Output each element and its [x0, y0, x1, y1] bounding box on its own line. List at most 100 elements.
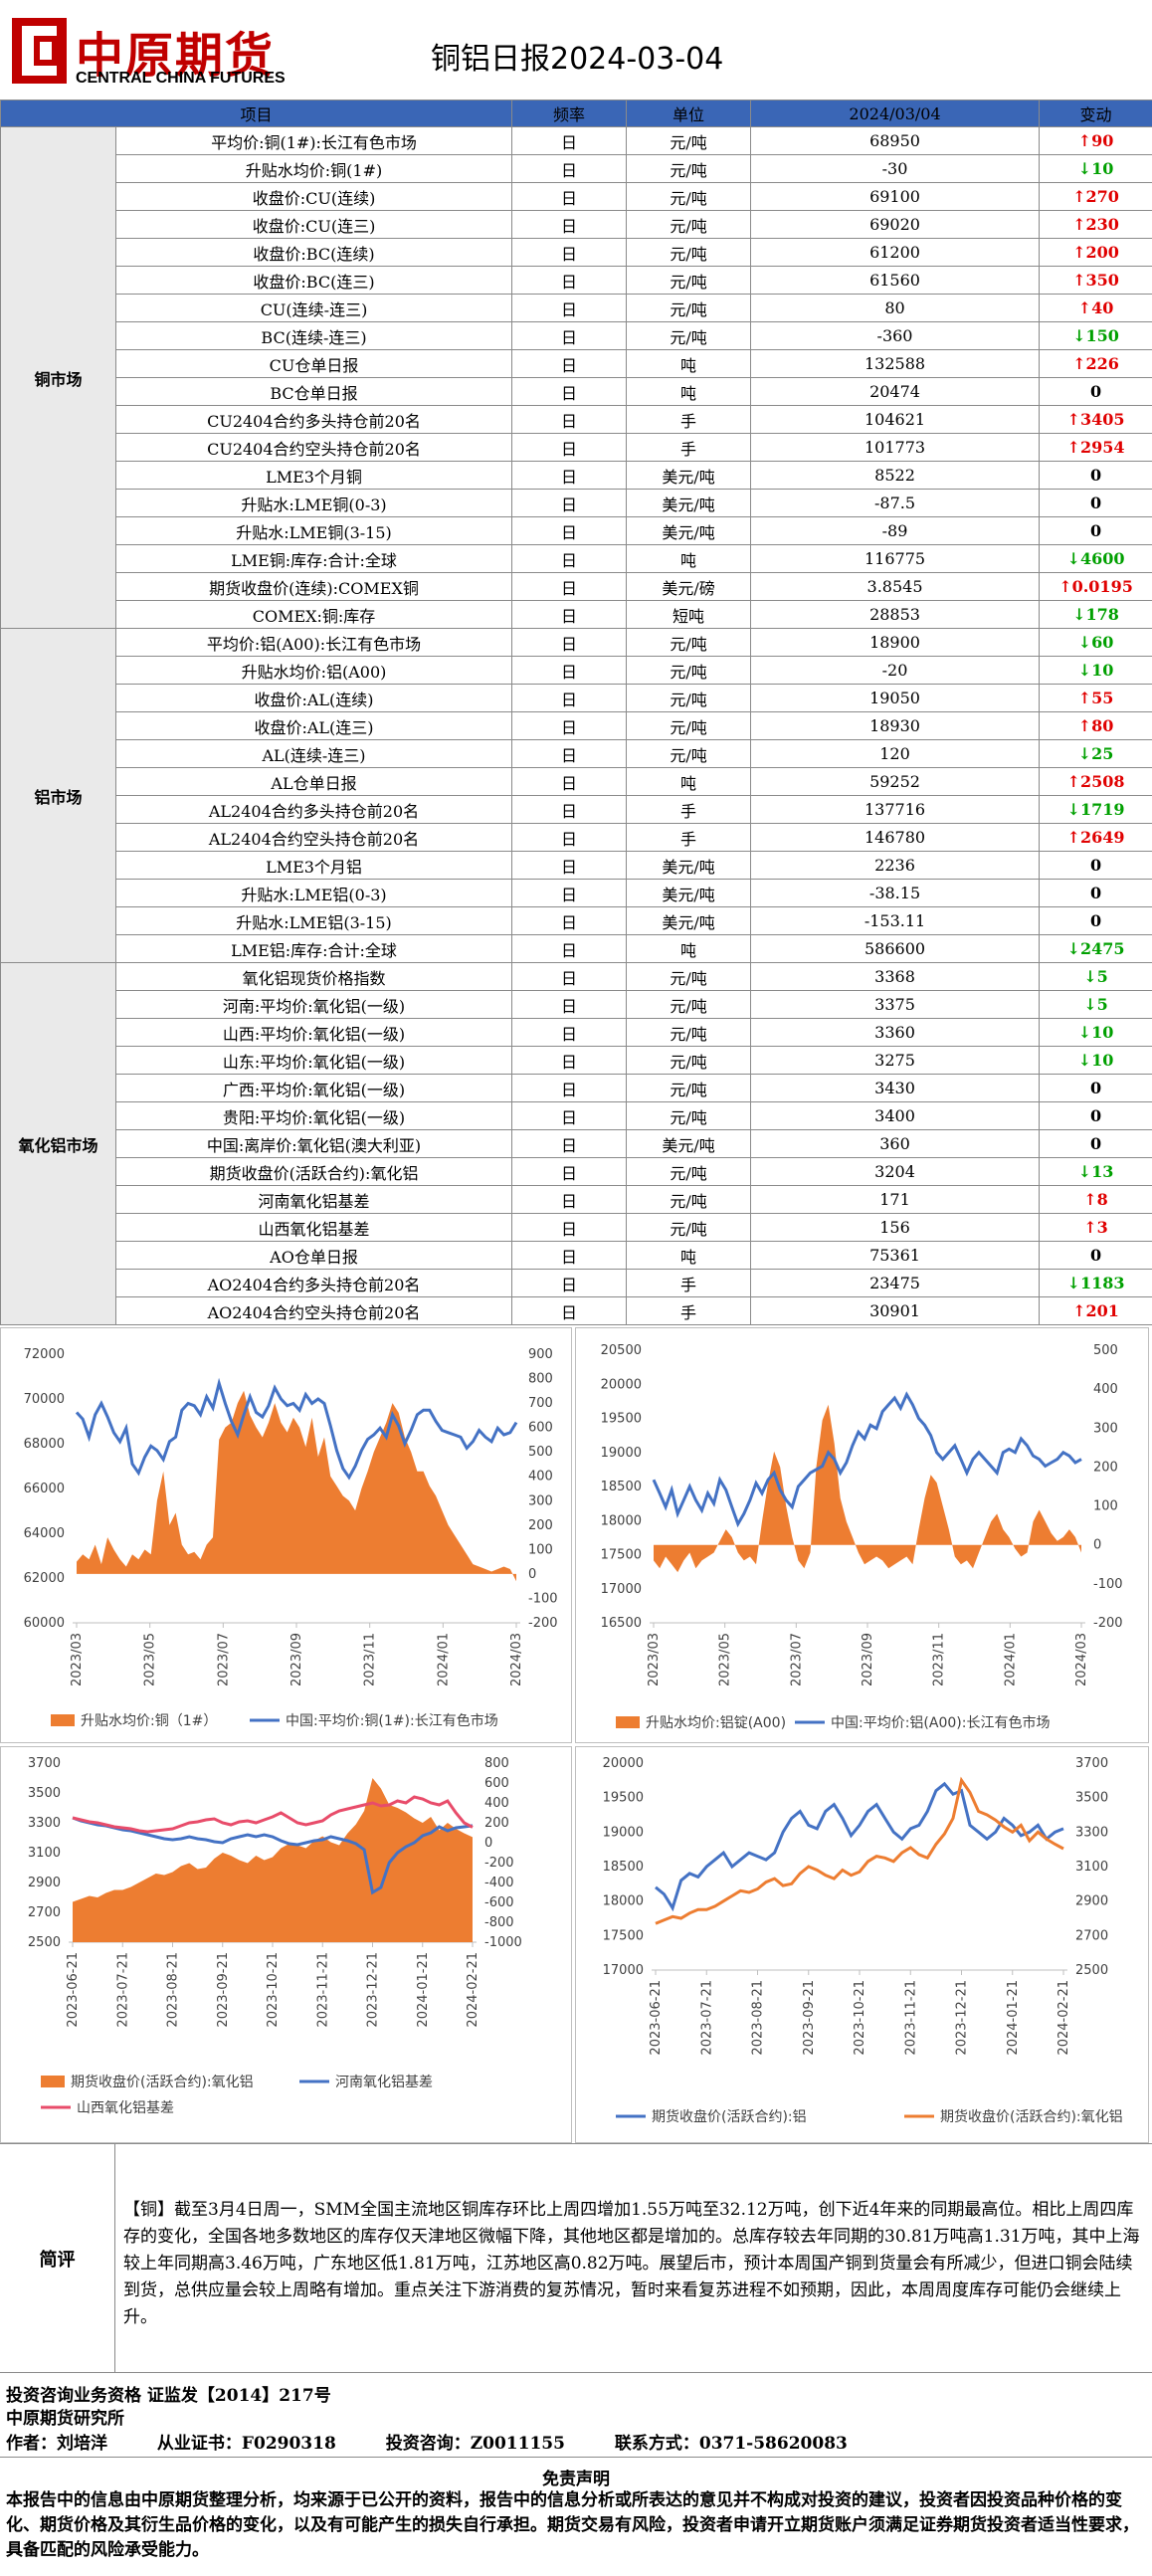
y-tick-label-right: 500 — [1093, 1343, 1118, 1358]
company-logo-icon — [12, 18, 67, 84]
row-change: ↑2508 — [1039, 767, 1152, 796]
row-item: 山西:平均价:氧化铝(一级) — [114, 1018, 513, 1047]
y-tick-label-right: 0 — [1093, 1538, 1101, 1553]
row-change: ↓60 — [1039, 628, 1152, 657]
row-change: ↓4600 — [1039, 544, 1152, 573]
row-item: 收盘价:CU(连续) — [114, 182, 513, 211]
table-row: AO仓单日报日吨 75361 0 — [1, 1241, 1152, 1270]
arrow-up-icon: ↑ — [1077, 689, 1092, 707]
row-value: 137716 — [750, 795, 1041, 824]
logo-english-name: CENTRAL CHINA FUTURES — [76, 70, 286, 87]
arrow-down-icon: ↓ — [1077, 661, 1092, 680]
row-value: 171 — [750, 1185, 1041, 1214]
row-unit: 元/吨 — [626, 210, 752, 239]
row-change: 0 — [1039, 906, 1152, 935]
y-tick-label-right: -100 — [528, 1591, 558, 1606]
arrow-down-icon: ↓ — [1066, 939, 1080, 958]
row-change: ↓1719 — [1039, 795, 1152, 824]
x-tick-label: 2023-08-21 — [166, 1952, 181, 2028]
change-value: 13 — [1091, 1162, 1114, 1181]
y-tick-label-right: 300 — [528, 1493, 553, 1508]
row-item: 升贴水:LME铜(0-3) — [114, 489, 513, 517]
arrow-up-icon: ↑ — [1066, 438, 1080, 457]
row-value: 3.8545 — [750, 572, 1041, 601]
y-tick-label-left: 17000 — [603, 1963, 644, 1978]
row-item: 河南氧化铝基差 — [114, 1185, 513, 1214]
row-value: 360 — [750, 1129, 1041, 1158]
change-value: 3 — [1096, 1218, 1108, 1237]
table-row: LME铝:库存:合计:全球日吨 586600 ↓2475 — [1, 934, 1152, 963]
row-unit: 元/吨 — [626, 182, 752, 211]
x-tick-label: 2023-08-21 — [751, 1980, 766, 2056]
y-tick-label-left: 17000 — [601, 1582, 642, 1597]
change-value: 0 — [1089, 884, 1102, 902]
row-item: 期货收盘价(连续):COMEX铜 — [114, 572, 513, 601]
y-tick-label-left: 19500 — [601, 1412, 642, 1427]
arrow-down-icon: ↓ — [1077, 159, 1092, 178]
row-change: ↑0.0195 — [1039, 572, 1152, 601]
row-frequency: 日 — [511, 795, 628, 824]
row-frequency: 日 — [511, 349, 628, 378]
row-item: AO2404合约多头持仓前20名 — [114, 1269, 513, 1297]
x-tick-label: 2024-02-21 — [466, 1952, 480, 2028]
section-label: 铜市场 — [0, 126, 116, 629]
x-tick-label: 2023-07-21 — [115, 1952, 130, 2028]
legend-swatch — [616, 1716, 640, 1728]
row-item: COMEX:铜:库存 — [114, 600, 513, 629]
arrow-up-icon: ↑ — [1066, 410, 1080, 429]
row-frequency: 日 — [511, 1157, 628, 1186]
y-tick-label-right: 600 — [528, 1421, 553, 1436]
change-value: 2508 — [1079, 772, 1125, 791]
row-item: 山东:平均价:氧化铝(一级) — [114, 1046, 513, 1075]
row-change: 0 — [1039, 1074, 1152, 1102]
row-item: 平均价:铝(A00):长江有色市场 — [114, 628, 513, 657]
row-change: ↑3405 — [1039, 405, 1152, 434]
y-tick-label-left: 3700 — [28, 1756, 61, 1771]
series-area — [73, 1778, 473, 1942]
series-line — [655, 1781, 1064, 1912]
table-row: CU仓单日报日吨 132588 ↑226 — [1, 349, 1152, 378]
row-item: 收盘价:CU(连三) — [114, 210, 513, 239]
row-frequency: 日 — [511, 294, 628, 322]
row-frequency: 日 — [511, 405, 628, 434]
change-value: 5 — [1096, 995, 1108, 1014]
row-value: -38.15 — [750, 879, 1041, 907]
row-value: 146780 — [750, 823, 1041, 852]
row-change: ↑55 — [1039, 684, 1152, 712]
y-tick-label-left: 60000 — [24, 1616, 65, 1631]
row-change: ↓10 — [1039, 154, 1152, 183]
row-value: 19050 — [750, 684, 1041, 712]
row-value: 61200 — [750, 238, 1041, 267]
table-row: 升贴水均价:铝(A00) 日元/吨 -20 ↓10 — [1, 656, 1152, 685]
row-value: 8522 — [750, 461, 1041, 490]
row-value: 68950 — [750, 126, 1041, 155]
col-header-item: 项目 — [0, 99, 513, 127]
change-value: 0 — [1089, 382, 1102, 401]
arrow-up-icon: ↑ — [1072, 243, 1086, 262]
row-value: 101773 — [750, 433, 1041, 462]
row-value: 61560 — [750, 266, 1041, 295]
row-change: ↓10 — [1039, 1018, 1152, 1047]
row-unit: 元/吨 — [626, 238, 752, 267]
legend-label: 中国:平均价:铜(1#):长江有色市场 — [286, 1712, 498, 1729]
arrow-down-icon: ↓ — [1072, 605, 1086, 624]
arrow-up-icon: ↑ — [1066, 772, 1080, 791]
y-tick-label-left: 62000 — [24, 1571, 65, 1586]
row-value: 120 — [750, 739, 1041, 768]
change-value: 0 — [1089, 521, 1102, 540]
table-row: 收盘价:BC(连三) 日元/吨 61560 ↑350 — [1, 266, 1152, 295]
change-value: 0 — [1089, 856, 1102, 875]
row-frequency: 日 — [511, 600, 628, 629]
y-tick-label-right: -400 — [484, 1876, 514, 1890]
row-unit: 元/吨 — [626, 321, 752, 350]
change-value: 10 — [1091, 1051, 1114, 1070]
x-tick-label: 2023-11-21 — [315, 1952, 330, 2028]
table-row: CU(连续-连三) 日元/吨 80 ↑40 — [1, 294, 1152, 322]
row-value: 20474 — [750, 377, 1041, 406]
y-tick-label-left: 2700 — [28, 1905, 61, 1920]
row-frequency: 日 — [511, 1018, 628, 1047]
row-frequency: 日 — [511, 684, 628, 712]
table-row: AO2404合约多头持仓前20名日手 23475 ↓1183 — [1, 1269, 1152, 1297]
change-value: 1183 — [1079, 1274, 1125, 1292]
logo-chinese-name: 中原期货 — [76, 28, 276, 84]
